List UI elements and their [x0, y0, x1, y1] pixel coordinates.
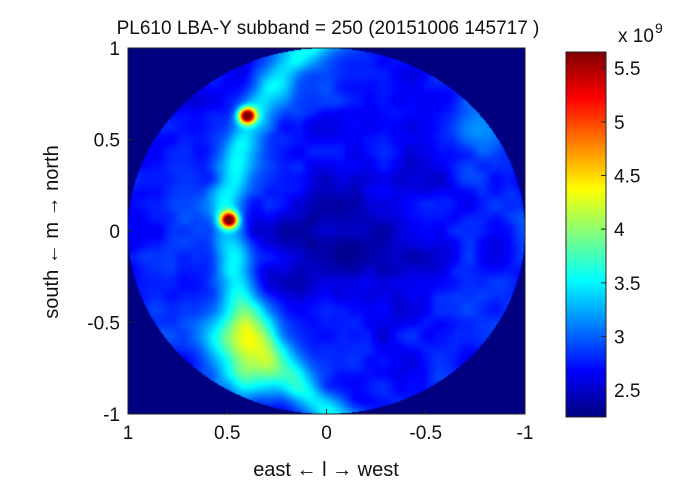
colorbar-tick-label: 3.5	[614, 274, 640, 295]
colorbar-tick-label: 3	[614, 327, 625, 348]
y-tick-label: -0.5	[87, 314, 120, 335]
colorbar-multiplier: x 10	[618, 26, 654, 47]
y-axis-label: south ← m → north	[41, 145, 63, 318]
y-tick-label: 1	[109, 39, 120, 60]
colorbar-tick-label: 5.5	[614, 59, 640, 80]
x-tick-label: -0.5	[409, 423, 442, 444]
colorbar-tick-label: 4.5	[614, 166, 640, 187]
colorbar-tick-label: 2.5	[614, 381, 640, 402]
colorbar-gradient	[566, 52, 606, 417]
y-tick-label: 0	[109, 222, 120, 243]
y-tick-label: 0.5	[94, 131, 120, 152]
colorbar-tick-label: 4	[614, 220, 625, 241]
colorbar-tick-label: 5	[614, 113, 625, 134]
chart-title: PL610 LBA-Y subband = 250 (20151006 1457…	[117, 18, 540, 39]
x-tick-label: -1	[517, 423, 534, 444]
colorbar-exponent: 9	[655, 20, 663, 36]
colorbar-ticks: 5.5 5 4.5 4 3.5 3 2.5	[601, 59, 640, 402]
colorbar-frame	[565, 51, 607, 418]
colorbar: 5.5 5 4.5 4 3.5 3 2.5 x 10 9	[565, 20, 663, 418]
heatmap-canvas	[128, 48, 525, 414]
x-axis-label: east ← l → west	[253, 459, 399, 481]
x-axis: 1 0.5 0 -0.5 -1	[123, 409, 534, 444]
y-axis: 1 0.5 0 -0.5 -1	[87, 39, 133, 426]
y-tick-label: -1	[103, 405, 120, 426]
plot-area	[127, 47, 526, 415]
x-tick-label: 0.5	[214, 423, 240, 444]
x-tick-label: 0	[321, 423, 332, 444]
x-tick-label: 1	[123, 423, 134, 444]
